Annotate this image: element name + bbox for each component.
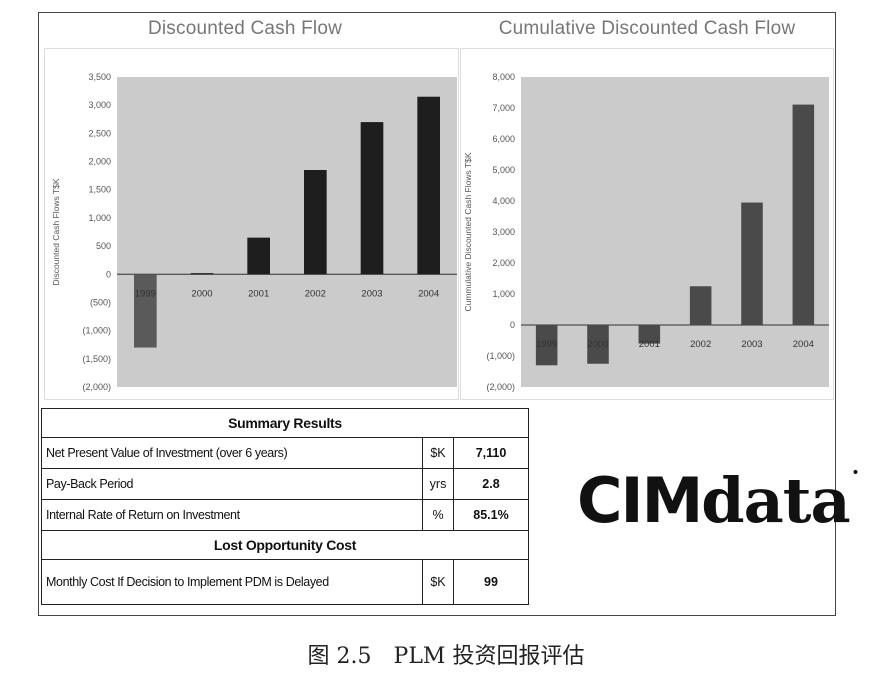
- bar: [638, 325, 661, 344]
- bar: [792, 104, 815, 325]
- y-tick-label: (2,000): [82, 382, 111, 392]
- monthly-cost-unit: $K: [422, 559, 454, 605]
- figure-caption: 图 2.5 PLM 投资回报评估: [307, 644, 585, 669]
- y-tick-label: 1,000: [492, 289, 515, 299]
- x-tick-label: 2004: [793, 339, 814, 350]
- npv-label: Net Present Value of Investment (over 6 …: [41, 437, 423, 469]
- bar: [247, 237, 270, 275]
- x-tick-label: 2000: [587, 339, 608, 350]
- bar: [535, 325, 558, 366]
- plot-area: [117, 77, 457, 387]
- logo-cim: CIM: [577, 464, 703, 537]
- y-tick-label: 3,500: [88, 72, 111, 82]
- y-tick-label: 2,000: [88, 157, 111, 167]
- x-tick-label: 1999: [135, 288, 156, 299]
- summary-header: Summary Results: [41, 408, 529, 438]
- npv-value: 7,110: [453, 437, 529, 469]
- bar: [741, 202, 763, 325]
- y-tick-label: 5,000: [492, 165, 515, 175]
- payback-value: 2.8: [453, 468, 529, 500]
- y-tick-label: 2,000: [492, 258, 515, 268]
- table-row: Net Present Value of Investment (over 6 …: [41, 437, 529, 469]
- summary-table: Summary Results Net Present Value of Inv…: [41, 408, 529, 605]
- y-tick-label: 0: [106, 269, 111, 279]
- x-tick-label: 2002: [690, 339, 711, 350]
- table-row: Internal Rate of Return on Investment % …: [41, 499, 529, 531]
- y-axis-label: Cummulative Discounted Cash Flows T$K: [463, 152, 473, 311]
- npv-unit: $K: [422, 437, 454, 469]
- table-row: Pay-Back Period yrs 2.8: [41, 468, 529, 500]
- irr-unit: %: [422, 499, 454, 531]
- chart-box-cumulative: 8,000 7,000 6,000 5,000 4,000 3,000 2,000 1,000…: [460, 48, 834, 400]
- y-tick-label: (500): [90, 297, 111, 307]
- y-tick-label: (1,000): [82, 326, 111, 336]
- y-tick-label: 3,000: [492, 227, 515, 237]
- y-axis-label: Discounted Cash Flows T$K: [51, 178, 61, 285]
- x-tick-label: 2001: [248, 288, 269, 299]
- y-tick-label: 6,000: [492, 134, 515, 144]
- bar: [689, 286, 712, 325]
- chart-cumulative: 8,000 7,000 6,000 5,000 4,000 3,000 2,000 1,000…: [463, 72, 829, 392]
- bar: [134, 274, 157, 348]
- monthly-cost-value: 99: [453, 559, 529, 605]
- bar: [417, 96, 440, 275]
- x-tick-label: 2000: [191, 288, 212, 299]
- y-tick-label: 7,000: [492, 103, 515, 113]
- chart-dcf: 3,500 3,000 2,500 2,000 1,500 1,000 500 0 (500) (…: [51, 72, 457, 392]
- irr-label: Internal Rate of Return on Investment: [41, 499, 423, 531]
- bar: [304, 170, 327, 275]
- y-tick-label: 1,500: [88, 185, 111, 195]
- x-tick-label: 1999: [536, 339, 557, 350]
- y-tick-label: (2,000): [486, 382, 515, 392]
- x-tick-label: 2003: [741, 339, 762, 350]
- y-tick-label: 2,500: [88, 128, 111, 138]
- y-tick-label: (1,000): [486, 351, 515, 361]
- payback-unit: yrs: [422, 468, 454, 500]
- x-tick-label: 2002: [305, 288, 326, 299]
- bar: [190, 273, 214, 275]
- cimdata-logo: CIMdata •: [577, 466, 860, 532]
- y-tick-label: 8,000: [492, 72, 515, 82]
- chart-box-dcf: 3,500 3,000 2,500 2,000 1,500 1,000 500 0 (500) (…: [44, 48, 459, 400]
- x-tick-label: 2001: [639, 339, 660, 350]
- x-tick-label: 2003: [361, 288, 382, 299]
- y-tick-label: 500: [96, 241, 111, 251]
- table-row: Monthly Cost If Decision to Implement PD…: [41, 559, 529, 605]
- irr-value: 85.1%: [453, 499, 529, 531]
- monthly-cost-label: Monthly Cost If Decision to Implement PD…: [41, 559, 423, 605]
- y-tick-label: 3,000: [88, 100, 111, 110]
- y-tick-label: 0: [510, 320, 515, 330]
- chart-title-dcf: Discounted Cash Flow: [147, 18, 343, 39]
- plot-area: [521, 77, 829, 387]
- bar: [587, 325, 609, 364]
- logo-data: data: [701, 464, 850, 537]
- chart-title-cumulative: Cumulative Discounted Cash Flow: [498, 18, 796, 39]
- bar: [360, 122, 384, 275]
- payback-label: Pay-Back Period: [41, 468, 423, 500]
- y-tick-label: 1,000: [88, 213, 111, 223]
- logo-mark: •: [851, 465, 859, 481]
- x-tick-label: 2004: [418, 288, 439, 299]
- y-tick-label: 4,000: [492, 196, 515, 206]
- y-tick-label: (1,500): [82, 354, 111, 364]
- lost-opportunity-header: Lost Opportunity Cost: [41, 530, 529, 560]
